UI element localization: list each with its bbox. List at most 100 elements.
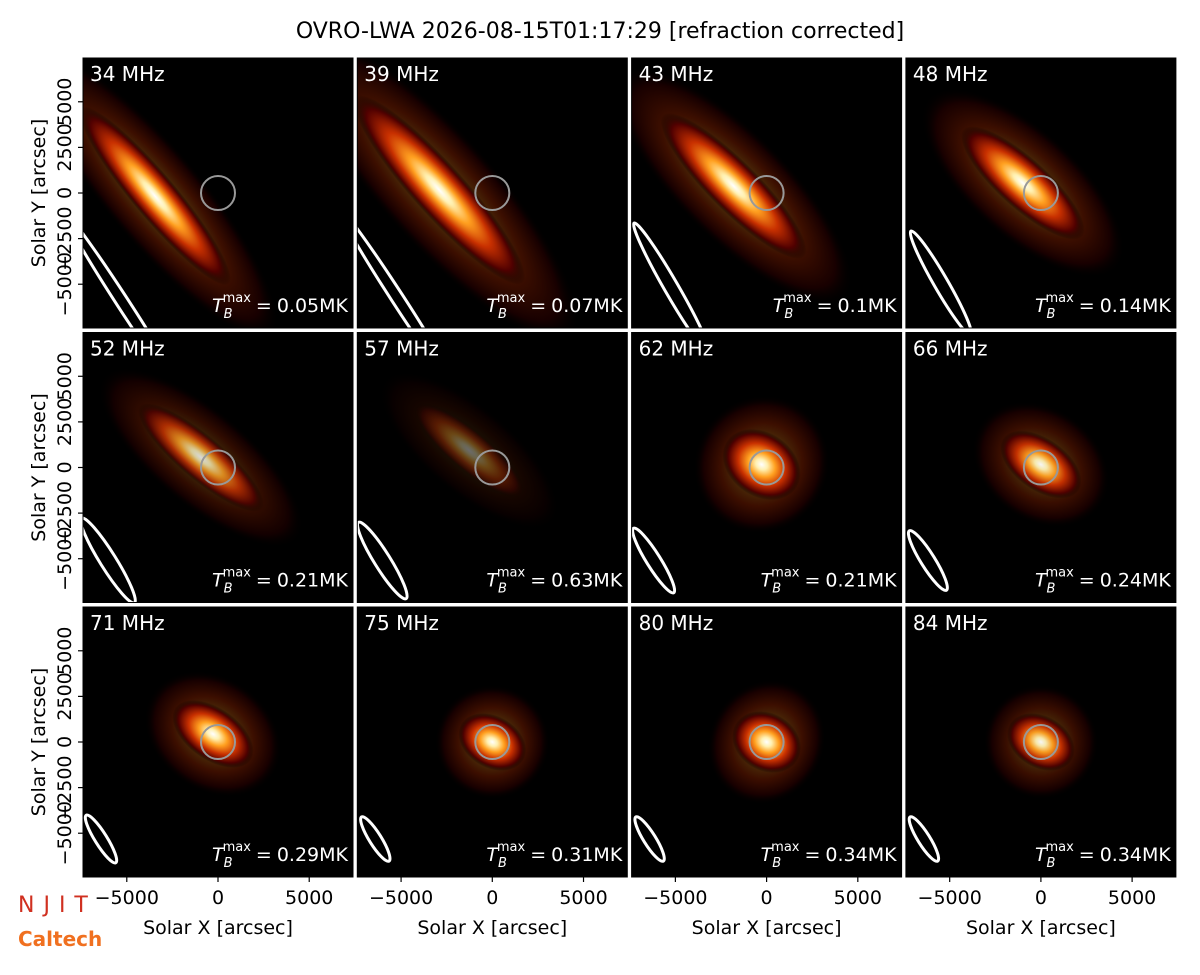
- tb-symbol: T: [1035, 844, 1048, 866]
- beam: [907, 815, 941, 863]
- tb-symbol: T: [1035, 570, 1048, 592]
- tb-eq: =: [1079, 844, 1095, 866]
- beam: [359, 815, 392, 863]
- frequency-label: 43 MHz: [639, 62, 714, 86]
- y-axis-label: Solar Y [arcsec]: [28, 393, 50, 541]
- tb-symbol: T: [773, 295, 786, 317]
- frequency-label: 71 MHz: [90, 611, 165, 635]
- panel: 75 MHz TBmax = 0.31MK: [357, 607, 628, 877]
- tb-eq: =: [256, 295, 272, 317]
- tb-sup: max: [223, 840, 252, 855]
- y-tick-label: −5000: [54, 801, 76, 865]
- tb-symbol: T: [212, 295, 225, 317]
- x-axis-label: Solar X [arcsec]: [692, 917, 842, 939]
- y-tick-label: 0: [54, 187, 76, 199]
- tb-value: 0.63MK: [551, 570, 623, 592]
- emission: [961, 126, 1085, 240]
- tb-sup: max: [497, 840, 526, 855]
- panel-frame: [631, 332, 903, 603]
- solar-disk: [1022, 175, 1059, 211]
- emission: [414, 402, 525, 499]
- emission: [83, 106, 231, 286]
- solar-disk: [200, 449, 236, 486]
- x-tick-label: 0: [1035, 887, 1047, 909]
- frequency-label: 52 MHz: [90, 337, 165, 361]
- tb-max-label: TBmax = 0.07MK: [486, 291, 622, 322]
- tb-max-label: TBmax = 0.29MK: [212, 840, 348, 871]
- tb-value: 0.05MK: [277, 295, 349, 317]
- frequency-label: 62 MHz: [639, 337, 714, 361]
- frequency-label: 75 MHz: [364, 611, 439, 635]
- panel-frame: [631, 57, 903, 329]
- panel: 62 MHz TBmax = 0.21MK: [631, 332, 902, 603]
- beam: [357, 520, 409, 601]
- tb-eq: =: [1079, 570, 1095, 592]
- y-tick-label: −2500: [54, 755, 76, 819]
- tb-value: 0.34MK: [825, 844, 897, 866]
- tb-value: 0.1MK: [838, 295, 898, 317]
- x-tick-label: 0: [212, 887, 224, 909]
- tb-sub: B: [784, 307, 793, 322]
- panel-frame: [905, 57, 1177, 329]
- x-tick-label: −5000: [369, 887, 433, 909]
- tb-symbol: T: [486, 295, 499, 317]
- panel: 71 MHz TBmax = 0.29MK: [83, 607, 353, 877]
- tb-sub: B: [1047, 307, 1056, 322]
- tb-symbol: T: [1035, 295, 1048, 317]
- y-tick-label: 2500: [54, 398, 76, 446]
- tb-eq: =: [805, 844, 821, 866]
- solar-disk: [474, 449, 511, 486]
- tb-value: 0.24MK: [1100, 570, 1172, 592]
- beam: [357, 204, 459, 328]
- emission: [732, 711, 801, 773]
- y-tick-label: 2500: [54, 672, 76, 720]
- tb-sub: B: [224, 307, 233, 322]
- solar-disk: [748, 175, 785, 211]
- x-tick-label: −5000: [95, 887, 159, 909]
- x-tick-label: 5000: [834, 887, 882, 909]
- y-tick-label: 5000: [54, 352, 76, 400]
- emission: [722, 428, 801, 501]
- tb-symbol: T: [761, 570, 774, 592]
- tb-max-label: TBmax = 0.21MK: [212, 566, 348, 597]
- tb-sub: B: [498, 307, 507, 322]
- tb-value: 0.14MK: [1100, 295, 1172, 317]
- frequency-label: 84 MHz: [913, 611, 988, 635]
- y-tick-label: −2500: [54, 206, 76, 270]
- solar-disk: [1022, 724, 1059, 760]
- tb-eq: =: [530, 295, 546, 317]
- y-tick-label: −2500: [54, 481, 76, 545]
- logo-caltech: Caltech: [18, 927, 102, 951]
- tb-sub: B: [1047, 582, 1056, 597]
- tb-value: 0.31MK: [551, 844, 623, 866]
- tb-sup: max: [223, 291, 252, 306]
- panel: 84 MHz TBmax = 0.34MK: [905, 607, 1176, 877]
- tb-sup: max: [771, 566, 800, 581]
- x-axis-label: Solar X [arcsec]: [417, 917, 567, 939]
- x-axis-label: Solar X [arcsec]: [143, 917, 293, 939]
- tb-eq: =: [530, 570, 546, 592]
- x-tick-label: −5000: [643, 887, 707, 909]
- tb-sub: B: [772, 856, 781, 871]
- tb-value: 0.29MK: [277, 844, 349, 866]
- solar-disk: [474, 175, 511, 211]
- tb-sub: B: [772, 582, 781, 597]
- tb-sup: max: [497, 566, 526, 581]
- tb-eq: =: [256, 844, 272, 866]
- tb-max-label: TBmax = 0.34MK: [761, 840, 897, 871]
- beam: [906, 529, 949, 592]
- emission: [458, 713, 527, 771]
- panel: 66 MHz TBmax = 0.24MK: [905, 332, 1176, 603]
- frequency-label: 57 MHz: [364, 337, 439, 361]
- tb-sup: max: [771, 840, 800, 855]
- tb-sub: B: [1047, 856, 1056, 871]
- y-tick-label: 5000: [54, 78, 76, 126]
- logo-njit: NJIT: [18, 893, 97, 918]
- tb-eq: =: [817, 295, 833, 317]
- x-tick-label: 0: [486, 887, 498, 909]
- beam: [83, 813, 119, 865]
- tb-max-label: TBmax = 0.14MK: [1035, 291, 1171, 322]
- beam: [83, 516, 137, 603]
- tb-sup: max: [223, 566, 252, 581]
- y-tick-label: 0: [54, 461, 76, 473]
